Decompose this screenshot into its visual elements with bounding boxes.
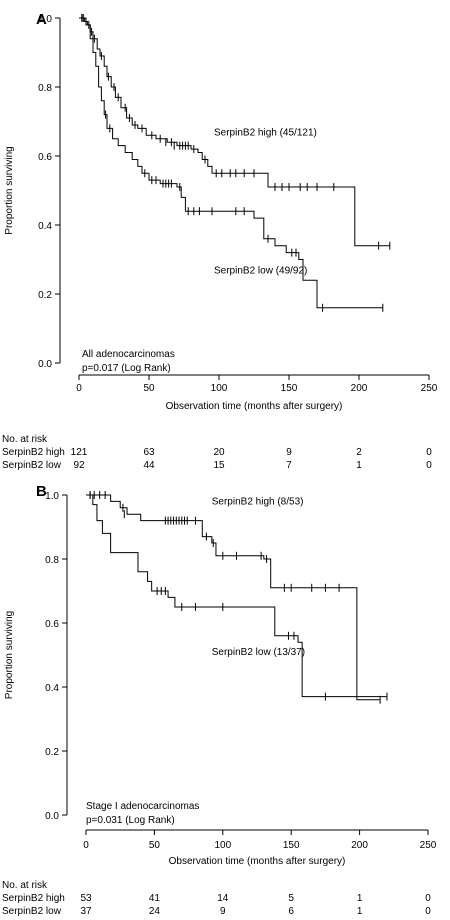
at-risk-title: No. at risk [2, 880, 48, 891]
at-risk-count: 0 [425, 906, 431, 917]
at-risk-count: 5 [288, 893, 294, 904]
series-high: SerpinB2 high (8/53) [86, 491, 381, 704]
y-tick-label: 0.2 [45, 747, 59, 758]
x-tick-label: 50 [143, 383, 155, 394]
at-risk-count: 0 [426, 447, 432, 458]
at-risk-count: 1 [357, 906, 363, 917]
at-risk-count: 1 [357, 893, 363, 904]
x-axis: 0 50 100 150 200 250 Observation time (months … [83, 829, 437, 867]
panel-label: B [36, 483, 47, 500]
at-risk-row-name: SerpinB2 high [2, 893, 65, 904]
x-tick-label: 50 [149, 840, 161, 851]
at-risk-count: 121 [71, 447, 88, 458]
series-label: SerpinB2 high (45/121) [214, 127, 317, 138]
cohort-annotation: Stage I adenocarcinomas [86, 801, 199, 812]
x-tick-label: 250 [421, 383, 438, 394]
x-tick-label: 200 [351, 383, 368, 394]
p-value-annotation: p=0.031 (Log Rank) [86, 815, 175, 826]
y-tick-label: 0.2 [38, 290, 52, 301]
y-axis-label: Proportion surviving [4, 611, 15, 699]
p-value-annotation: p=0.017 (Log Rank) [82, 363, 171, 374]
x-tick-label: 150 [281, 383, 298, 394]
at-risk-count: 24 [149, 906, 161, 917]
x-tick-label: 100 [211, 383, 228, 394]
at-risk-count: 9 [286, 447, 292, 458]
y-tick-label: 0.0 [45, 811, 59, 822]
series-low: SerpinB2 low (49/92) [79, 14, 384, 312]
y-tick-label: 0.8 [45, 555, 59, 566]
y-axis: 0.0 0.2 0.4 0.6 0.8 1.0 Proportion surviving [4, 14, 61, 370]
x-axis: 0 50 100 150 200 250 Observation time (months … [76, 374, 438, 412]
x-tick-label: 150 [283, 840, 300, 851]
at-risk-count: 53 [80, 893, 92, 904]
y-axis: 0.0 0.2 0.4 0.6 0.8 1.0 Proportion surviving [4, 491, 68, 822]
series-low: SerpinB2 low (13/37) [86, 491, 388, 701]
at-risk-row-name: SerpinB2 high [2, 447, 65, 458]
at-risk-row-name: SerpinB2 low [2, 906, 62, 917]
x-tick-label: 100 [214, 840, 231, 851]
x-tick-label: 0 [76, 383, 82, 394]
x-axis-label: Observation time (months after surgery) [169, 856, 346, 867]
survival-curve [86, 494, 387, 698]
y-tick-label: 1.0 [38, 14, 52, 25]
series-label: SerpinB2 low (13/37) [212, 647, 305, 658]
y-tick-label: 0.4 [45, 683, 59, 694]
x-tick-label: 0 [83, 840, 89, 851]
y-tick-label: 0.6 [38, 152, 52, 163]
at-risk-count: 7 [286, 460, 292, 471]
x-tick-label: 250 [420, 840, 437, 851]
cohort-annotation: All adenocarcinomas [82, 349, 175, 360]
survival-curve [86, 494, 381, 701]
x-axis-label: Observation time (months after surgery) [166, 401, 343, 412]
at-risk-count: 92 [73, 460, 85, 471]
at-risk-count: 15 [213, 460, 225, 471]
panel-label: A [36, 11, 47, 28]
at-risk-count: 41 [149, 893, 161, 904]
at-risk-count: 20 [213, 447, 225, 458]
y-axis-label: Proportion surviving [4, 146, 15, 234]
series-high: SerpinB2 high (45/121) [79, 14, 391, 250]
at-risk-count: 14 [217, 893, 229, 904]
at-risk-count: 6 [288, 906, 294, 917]
at-risk-count: 37 [80, 906, 92, 917]
at-risk-count: 0 [425, 893, 431, 904]
y-tick-label: 0.6 [45, 619, 59, 630]
at-risk-table: No. at risk SerpinB2 high 53 41 14 5 1 0 SerpinB… [2, 880, 431, 917]
at-risk-count: 0 [426, 460, 432, 471]
at-risk-count: 44 [143, 460, 155, 471]
at-risk-count: 63 [143, 447, 155, 458]
at-risk-count: 9 [220, 906, 226, 917]
y-tick-label: 0.8 [38, 83, 52, 94]
at-risk-count: 1 [356, 460, 362, 471]
at-risk-title: No. at risk [2, 434, 48, 445]
at-risk-row-name: SerpinB2 low [2, 460, 62, 471]
series-label: SerpinB2 high (8/53) [212, 497, 304, 508]
y-tick-label: 1.0 [45, 491, 59, 502]
at-risk-count: 2 [356, 447, 362, 458]
survival-curve [79, 17, 383, 309]
y-tick-label: 0.0 [38, 359, 52, 370]
series-label: SerpinB2 low (49/92) [214, 265, 307, 276]
x-tick-label: 200 [351, 840, 368, 851]
y-tick-label: 0.4 [38, 221, 52, 232]
